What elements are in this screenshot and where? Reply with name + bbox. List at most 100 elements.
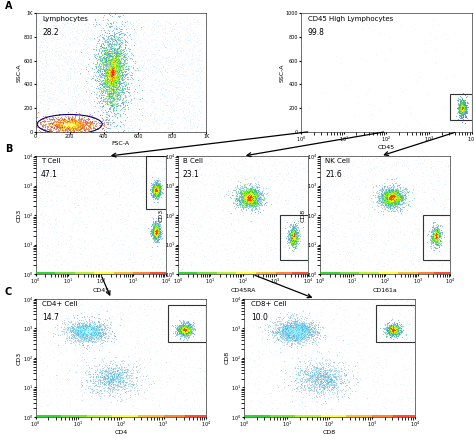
Point [58,108,65,115]
Point [179,325,186,332]
Point [278,328,285,335]
Point [153,186,160,193]
Point [102,51,110,58]
Point [270,339,278,346]
Point [137,75,144,83]
Point [115,193,122,200]
Point [292,163,300,170]
Point [394,322,401,330]
Point [306,372,313,379]
Point [107,58,115,65]
Point [114,72,122,79]
Point [71,123,78,130]
Point [114,370,121,377]
Point [95,59,103,66]
Point [298,402,306,409]
Point [180,326,187,333]
Point [71,119,79,126]
Point [248,194,255,201]
Point [126,125,134,132]
Point [276,218,283,225]
Point [131,188,138,195]
Point [77,331,84,339]
Point [390,325,397,332]
Point [95,326,103,333]
Point [154,231,161,238]
Point [112,78,119,86]
Point [289,330,297,337]
Point [324,301,331,308]
Point [434,220,441,227]
Point [153,228,160,235]
Point [62,119,70,126]
Point [110,77,118,84]
Point [151,184,159,191]
Point [432,237,439,244]
Point [457,106,465,113]
Point [113,64,120,71]
Point [110,71,118,78]
Point [189,28,197,35]
Point [58,258,66,265]
Point [71,113,79,120]
Point [113,41,120,48]
Point [77,356,85,363]
Point [292,327,300,334]
Point [322,370,330,377]
Point [436,178,443,185]
Point [179,114,186,121]
Point [151,52,158,59]
Point [299,331,306,338]
Point [156,232,164,239]
Point [391,329,398,336]
Point [160,41,167,49]
Point [121,41,129,48]
Point [352,362,359,369]
Point [153,223,160,230]
Point [110,95,118,103]
Point [298,323,306,330]
Point [105,85,112,92]
Point [319,162,327,169]
Point [239,190,246,198]
Point [289,237,297,244]
Point [250,191,257,198]
Point [114,79,122,87]
Point [403,241,411,248]
Point [103,51,110,58]
Point [154,190,161,197]
Point [178,331,185,339]
Point [46,114,54,121]
Point [128,77,136,84]
Point [386,327,394,334]
Point [278,325,286,332]
Point [43,101,51,108]
Point [179,324,187,331]
Point [99,25,107,32]
Point [84,329,92,336]
Point [68,30,76,37]
Point [301,328,309,335]
Point [429,240,437,247]
Point [359,315,366,322]
Point [393,325,401,332]
Point [150,187,158,194]
Point [50,327,57,334]
Point [118,26,125,33]
Point [326,365,333,372]
Point [110,59,118,66]
Point [457,107,465,114]
Point [426,236,434,243]
Point [103,323,111,330]
Point [91,76,99,83]
Point [147,256,155,263]
Point [290,318,298,325]
Point [57,118,64,125]
Point [135,79,143,87]
Point [96,204,104,211]
Point [150,349,157,356]
Point [291,331,299,338]
Point [64,121,72,128]
Point [272,405,279,413]
Point [115,78,123,85]
